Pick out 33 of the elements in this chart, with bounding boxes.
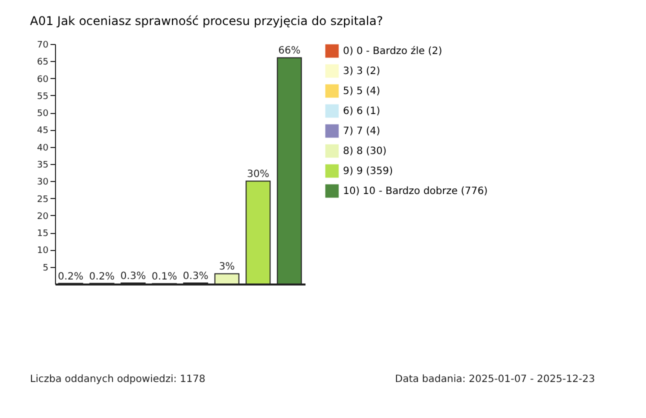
- legend-label: 6) 6 (1): [343, 106, 380, 117]
- y-tick-label: 45: [37, 126, 48, 136]
- data-label: 0.2%: [58, 271, 84, 282]
- y-tick-label: 70: [37, 40, 49, 50]
- y-tick-label: 60: [37, 74, 49, 85]
- text: Data badania: 2025-01-07 - 2025-12-23: [395, 374, 595, 385]
- legend-label: 0) 0 - Bardzo źle (2): [343, 45, 442, 57]
- data-label: 0.3%: [182, 270, 208, 282]
- y-tick-label: 20: [37, 212, 49, 222]
- y-tick-label: 5: [42, 263, 48, 274]
- y-tick-label: 30: [37, 178, 49, 188]
- data-label: 0.3%: [120, 270, 146, 282]
- data-label: 0.1%: [152, 272, 178, 283]
- legend-label: 7) 7 (4): [343, 126, 380, 137]
- y-tick-label: 10: [37, 246, 49, 256]
- text: Liczba oddanych odpowiedzi: 1178: [30, 374, 206, 385]
- legend-label: 3) 3 (2): [343, 66, 380, 77]
- y-tick-label: 25: [37, 194, 48, 205]
- y-tick-label: 50: [37, 109, 49, 120]
- data-label: 0.2%: [89, 271, 115, 282]
- y-tick-label: 15: [37, 229, 48, 240]
- y-tick-label: 55: [37, 92, 48, 102]
- data-label: 30%: [247, 169, 270, 180]
- chart-title: A01 Jak oceniasz sprawność procesu przyjęcia do szpitala?: [30, 14, 383, 28]
- legend-label: 5) 5 (4): [343, 86, 380, 97]
- data-label: 3%: [218, 262, 235, 273]
- y-tick-label: 40: [37, 143, 49, 154]
- legend-label: 9) 9 (359): [343, 166, 393, 177]
- y-tick-label: 65: [37, 58, 48, 68]
- y-tick-label: 35: [37, 160, 48, 170]
- legend-label: 8) 8 (30): [343, 146, 387, 157]
- data-label: 66%: [278, 46, 300, 57]
- legend-label: 10) 10 - Bardzo dobrze (776): [343, 186, 488, 197]
